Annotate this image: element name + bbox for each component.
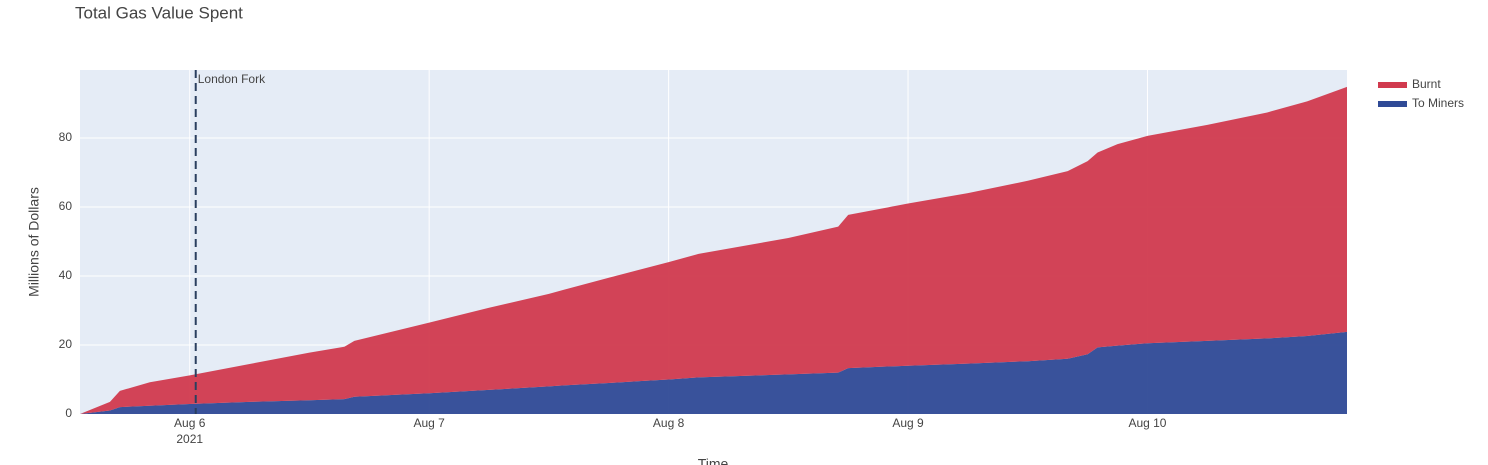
y-tick-label: 60 — [59, 199, 73, 213]
x-tick-label: Aug 8 — [653, 416, 685, 430]
chart-title: Total Gas Value Spent — [75, 3, 243, 22]
x-tick-label: Aug 9 — [892, 416, 924, 430]
y-tick-label: 40 — [59, 268, 73, 282]
y-tick-label: 0 — [65, 406, 72, 420]
area — [80, 331, 1347, 414]
y-axis-label: Millions of Dollars — [26, 187, 42, 297]
event-label: London Fork — [198, 72, 266, 86]
x-tick-label: Aug 10 — [1128, 416, 1166, 430]
x-tick-year: 2021 — [176, 432, 203, 446]
area — [80, 86, 1347, 414]
x-tick-label: Aug 6 — [174, 416, 206, 430]
y-tick-label: 80 — [59, 130, 73, 144]
x-axis-label: Time — [698, 456, 729, 465]
legend-label: To Miners — [1412, 96, 1464, 110]
y-tick-label: 20 — [59, 337, 73, 351]
x-tick-label: Aug 7 — [413, 416, 445, 430]
legend-label: Burnt — [1412, 77, 1441, 91]
